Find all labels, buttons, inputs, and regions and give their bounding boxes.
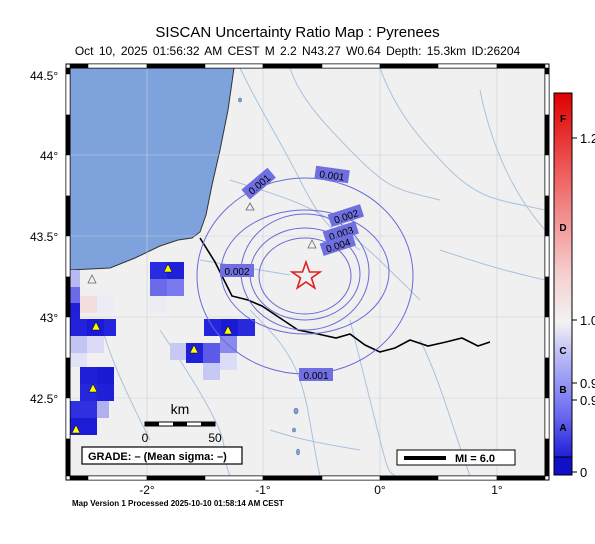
magnitude-bar <box>404 456 446 460</box>
scale-bar: km 0 50 <box>142 401 222 445</box>
lon-label-m2: -2° <box>139 483 155 497</box>
legend-value-1-2: 1.2 <box>580 131 595 146</box>
contour-label: 0.002 <box>220 264 254 278</box>
scale-label-50: 50 <box>208 431 222 445</box>
scale-unit: km <box>171 401 190 417</box>
legend-values: 1.2 1.0 0.9 0.9 0 <box>580 131 595 480</box>
uncertainty-cells <box>70 262 255 435</box>
grade-text: GRADE: – (Mean sigma: –) <box>88 451 227 463</box>
lon-label-m1: -1° <box>255 483 271 497</box>
lat-label-44-5: 44.5° <box>30 69 58 83</box>
border-line <box>199 237 491 353</box>
graticule <box>70 68 545 476</box>
legend-value-0: 0 <box>580 465 587 480</box>
bay-of-biscay-sea <box>70 68 235 271</box>
frame-ticks <box>65 63 550 481</box>
grade-a: A <box>559 423 566 434</box>
lon-label-0: 0° <box>374 483 386 497</box>
grade-b: B <box>559 385 566 396</box>
grade-box <box>81 446 243 465</box>
grade-d: D <box>559 223 566 234</box>
lat-label-42-5: 42.5° <box>30 392 58 406</box>
longitude-labels: -2° -1° 0° 1° <box>139 483 503 497</box>
legend-colorbar <box>553 92 573 458</box>
legend-value-1-0: 1.0 <box>580 313 595 328</box>
magnitude-box <box>396 449 516 466</box>
scale-label-0: 0 <box>142 431 149 445</box>
legend-value-0-9b: 0.9 <box>580 393 595 408</box>
magnitude-text: MI = 6.0 <box>455 453 495 465</box>
lat-label-43: 43° <box>40 311 58 325</box>
seismic-stations <box>71 202 317 434</box>
lat-label-43-5: 43.5° <box>30 230 58 244</box>
contour-label: 0.001 <box>299 368 333 382</box>
latitude-labels: 44.5° 44° 43.5° 43° 42.5° <box>30 69 58 406</box>
map-version-footer: Map Version 1 Processed 2025-10-10 01:58… <box>72 499 284 508</box>
contour-label-text: 0.001 <box>303 371 328 382</box>
contour-label-text: 0.001 <box>319 169 346 183</box>
lat-label-44: 44° <box>40 149 58 163</box>
contour-label-text: 0.002 <box>224 267 249 278</box>
grade-f: F <box>560 114 566 125</box>
event-info: Oct 10, 2025 01:56:32 AM CEST M 2.2 N43.… <box>74 44 521 58</box>
contour-label: 0.001 <box>314 165 350 184</box>
lakes <box>238 97 300 456</box>
grade-c: C <box>559 346 566 357</box>
legend-zero-swatch <box>553 456 573 476</box>
map-title: SISCAN Uncertainty Ratio Map : Pyrenees <box>155 24 440 41</box>
legend-ticks <box>572 137 577 473</box>
lon-label-1: 1° <box>491 483 503 497</box>
legend-value-0-9a: 0.9 <box>580 376 595 391</box>
legend-grades: F D C B A <box>559 114 566 434</box>
epicenter-star <box>289 259 323 290</box>
